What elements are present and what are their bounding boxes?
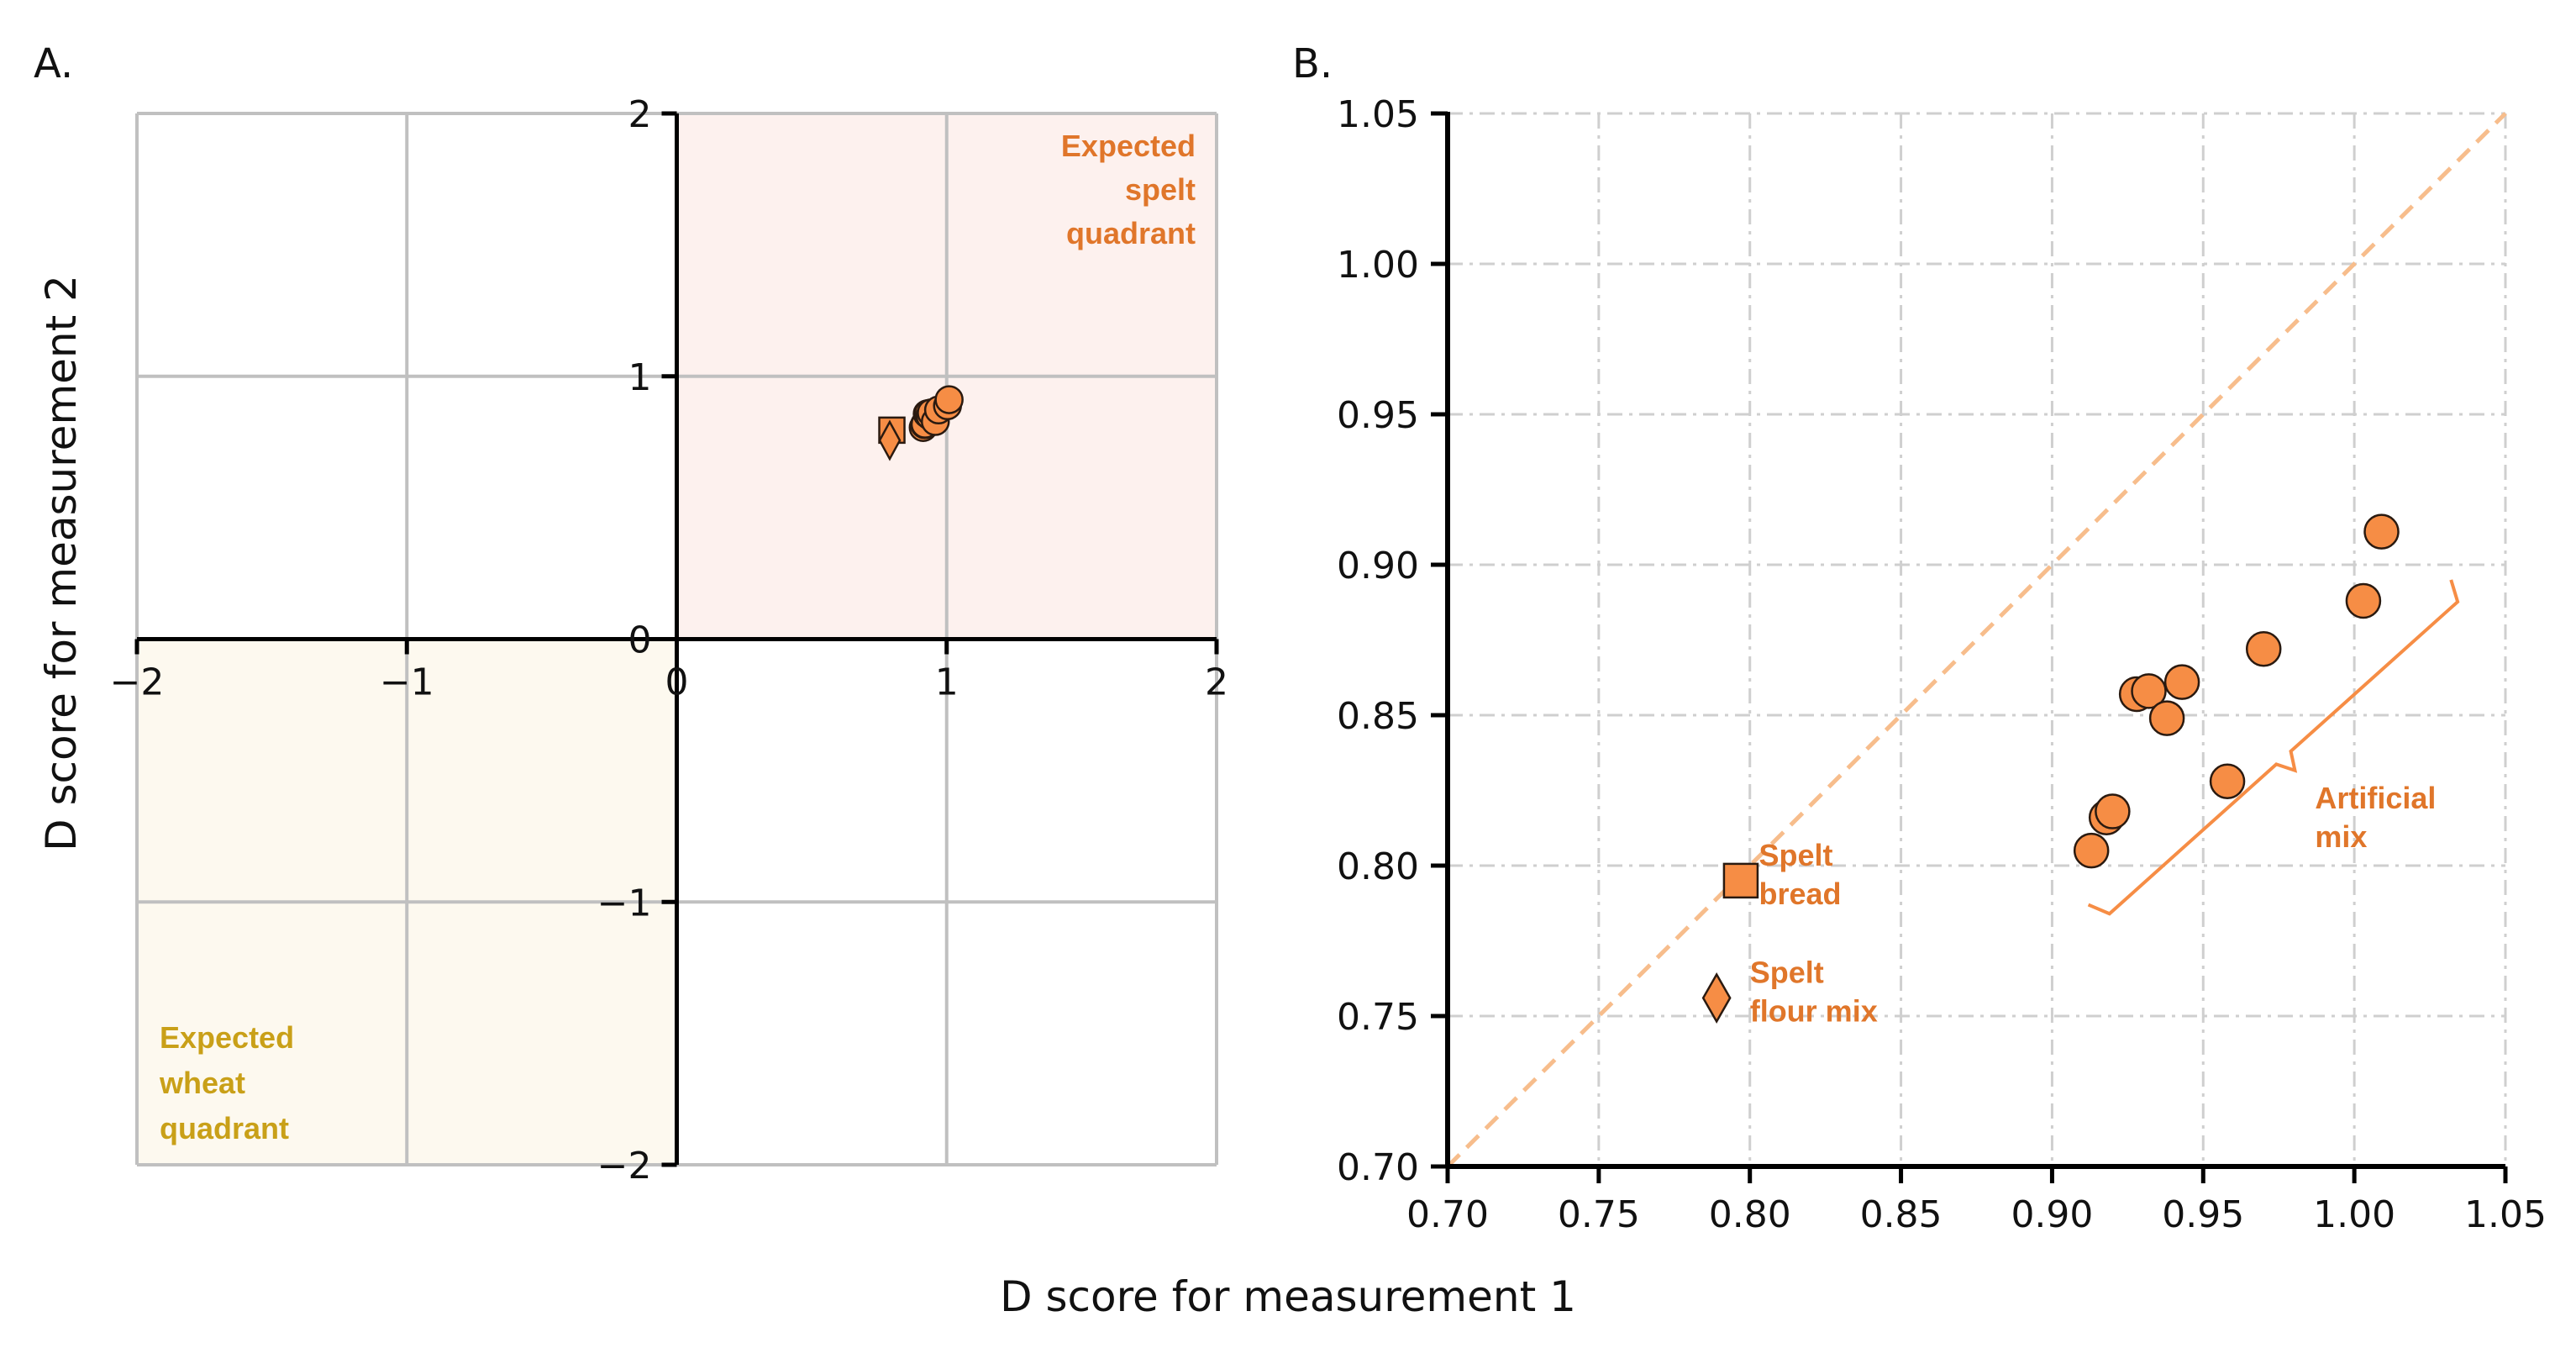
- data-point: [2163, 664, 2200, 700]
- y-tick-label: 0.75: [1337, 996, 1419, 1039]
- x-tick-label: 0.75: [1558, 1193, 1640, 1236]
- panel-b: 0.70 0.75 0.80 0.85 0.90 0.95 1.00 1.05 0.70 0.75…: [1292, 40, 2547, 1236]
- panel-a-label: A.: [34, 40, 73, 87]
- x-tick-label: 0.80: [1709, 1193, 1791, 1236]
- wheat-quadrant-label: wheat: [159, 1066, 245, 1100]
- data-point: [2245, 630, 2282, 667]
- data-point: [878, 419, 902, 461]
- y-tick-label: 0.80: [1337, 845, 1419, 888]
- annotation-label: Artificial: [2315, 781, 2436, 815]
- data-point: [934, 385, 964, 414]
- data-point: [2345, 582, 2382, 619]
- annotation-label: flour mix: [1750, 994, 1878, 1029]
- artificial-mix-bracket: [2087, 579, 2460, 916]
- wheat-quadrant-label: quadrant: [160, 1111, 289, 1145]
- y-tick-label: 0.90: [1337, 545, 1419, 587]
- spelt-quadrant-label: Expected: [1061, 129, 1196, 163]
- data-point: [2148, 700, 2185, 736]
- y-tick-label: 1.00: [1337, 244, 1419, 287]
- x-axis-title: D score for measurement 1: [1000, 1272, 1576, 1321]
- x-tick-label: 0.70: [1406, 1193, 1489, 1236]
- x-tick-label: 1: [935, 661, 959, 704]
- data-point: [1722, 862, 1759, 899]
- annotation-label: Spelt: [1750, 956, 1824, 990]
- y-tick-label: 0.95: [1337, 394, 1419, 437]
- y-axis-title: D score for measurement 2: [37, 275, 86, 851]
- data-point: [2209, 763, 2246, 800]
- y-tick-label: 0: [628, 619, 652, 662]
- y-tick-label: 1: [628, 356, 652, 399]
- y-tick-label: 2: [628, 93, 652, 136]
- spelt-quadrant-label: quadrant: [1066, 216, 1196, 250]
- x-tick-label: 0.85: [1860, 1193, 1943, 1236]
- annotation-label: Spelt: [1759, 838, 1833, 872]
- data-point: [2073, 832, 2110, 869]
- spelt-quadrant-label: spelt: [1125, 172, 1196, 207]
- data-point: [1701, 972, 1732, 1024]
- panel-b-label: B.: [1292, 40, 1333, 87]
- y-tick-label: −1: [597, 882, 652, 924]
- annotation-label: mix: [2315, 819, 2367, 854]
- data-point: [2131, 673, 2167, 709]
- y-tick-label: 0.85: [1337, 695, 1419, 738]
- x-tick-label: 1.00: [2313, 1193, 2395, 1236]
- y-tick-label: −2: [597, 1145, 652, 1187]
- panel-a: −2 −1 0 1 2 −2 −1 0 1 2 Expected spelt quadrant Expec…: [34, 40, 1228, 1187]
- x-tick-label: 0.90: [2011, 1193, 2093, 1236]
- x-tick-label: 1.05: [2464, 1193, 2547, 1236]
- identity-line: [1446, 112, 2507, 1168]
- x-tick-label: 0.95: [2162, 1193, 2244, 1236]
- y-tick-label: 1.05: [1337, 93, 1419, 136]
- annotation-label: bread: [1759, 877, 1842, 911]
- x-tick-label: 0: [665, 661, 689, 704]
- data-point: [2095, 793, 2131, 829]
- wheat-quadrant-label: Expected: [160, 1020, 294, 1055]
- x-tick-label: −2: [110, 661, 165, 704]
- x-tick-label: −1: [380, 661, 434, 704]
- y-tick-label: 0.70: [1337, 1146, 1419, 1189]
- x-tick-label: 2: [1205, 661, 1228, 704]
- data-point: [2363, 513, 2400, 550]
